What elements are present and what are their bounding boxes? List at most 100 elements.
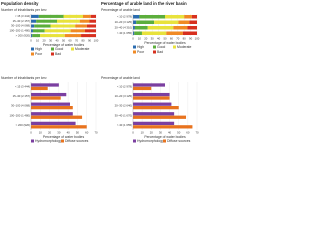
figure: Population density Number of inhabitants … xyxy=(1,1,200,143)
bar-segment xyxy=(34,24,51,28)
x-tick-label: 0 xyxy=(30,131,32,135)
bar-segment xyxy=(89,19,96,23)
y-axis-label: Percentage of arable land xyxy=(101,8,140,12)
legend-label: Good xyxy=(55,47,63,51)
bar-segment xyxy=(182,31,197,36)
legend-swatch xyxy=(163,139,166,143)
legend-swatch xyxy=(61,139,64,143)
x-tick-label: 30 xyxy=(57,131,61,135)
x-tick-label: 50 xyxy=(76,131,80,135)
x-tick-label: 90 xyxy=(189,37,193,41)
y-tick-label: 15–30 (2 157) xyxy=(13,94,30,98)
legend-swatch xyxy=(153,45,156,49)
bar-segment xyxy=(84,29,96,33)
legend-swatch xyxy=(51,52,54,56)
bar xyxy=(133,125,193,129)
y-tick-label: > 200 (920) xyxy=(16,123,30,127)
x-tick-label: 40 xyxy=(157,37,161,41)
x-tick-label: 0 xyxy=(132,37,134,41)
y-tick-label: 10–20 (3 125) xyxy=(115,94,132,98)
x-tick-label: 10 xyxy=(138,37,142,41)
x-axis-label: Percentage of water bodies xyxy=(43,135,85,139)
x-tick-label: 30 xyxy=(151,37,155,41)
bar-segment xyxy=(40,34,65,38)
legend-label: Moderate xyxy=(177,45,191,49)
x-tick-label: 40 xyxy=(67,131,71,135)
bar-segment xyxy=(70,29,85,33)
y-tick-label: 20–30 (2 640) xyxy=(115,104,132,108)
bar-segment xyxy=(178,20,190,25)
bar-segment xyxy=(173,25,188,30)
legend-swatch xyxy=(133,45,136,49)
bar-segment xyxy=(36,19,57,23)
x-tick-label: 100 xyxy=(195,37,200,41)
y-tick-label: > 200 (920) xyxy=(16,33,30,37)
legend-swatch xyxy=(31,52,34,56)
bar-segment xyxy=(189,20,197,25)
x-tick-label: 0 xyxy=(30,39,32,43)
y-tick-label: 30–100 (4 068) xyxy=(11,24,30,28)
bar xyxy=(133,102,172,106)
y-tick-label: 10–20 (3 125) xyxy=(115,20,132,24)
bar xyxy=(31,115,83,119)
x-tick-label: 50 xyxy=(177,131,181,135)
bar-segment xyxy=(38,14,64,18)
bar xyxy=(31,125,87,129)
bar-segment xyxy=(133,20,137,25)
bar xyxy=(31,83,59,87)
legend-label: Moderate xyxy=(75,47,89,51)
x-tick-label: 80 xyxy=(183,37,187,41)
bar-segment xyxy=(166,31,183,36)
bar-segment xyxy=(133,31,135,36)
x-tick-label: 100 xyxy=(94,39,99,43)
bar xyxy=(31,86,48,91)
x-tick-label: 60 xyxy=(85,131,89,135)
y-tick-label: 100–200 (1 480) xyxy=(9,113,30,117)
x-tick-label: 90 xyxy=(88,39,92,43)
bar xyxy=(133,112,175,116)
bar xyxy=(31,102,70,106)
x-tick-label: 10 xyxy=(141,131,145,135)
x-tick-label: 70 xyxy=(195,131,199,135)
x-tick-label: 80 xyxy=(81,39,85,43)
bar-segment xyxy=(147,25,174,30)
legend-swatch xyxy=(153,50,156,54)
y-axis-label: Number of inhabitants per km² xyxy=(1,8,47,12)
x-axis-label: Percentage of water bodies xyxy=(43,43,85,47)
bar-segment xyxy=(154,20,179,25)
bar-segment xyxy=(141,31,167,36)
legend-label: Diffuse sources xyxy=(65,139,89,143)
bar xyxy=(133,115,187,119)
bar-segment xyxy=(50,24,76,28)
legend-label: Diffuse sources xyxy=(167,139,191,143)
bar-segment xyxy=(44,29,71,33)
y-tick-label: < 10 (2 978) xyxy=(117,14,132,18)
y-tick-label: 100–200 (1 480) xyxy=(9,29,30,33)
bar xyxy=(31,92,67,97)
x-tick-label: 20 xyxy=(150,131,154,135)
bar xyxy=(31,106,73,110)
x-tick-label: 70 xyxy=(94,131,98,135)
legend-label: Poor xyxy=(137,50,145,54)
y-tick-label: < 15 (3 444) xyxy=(15,14,30,18)
legend-label: Poor xyxy=(35,52,43,56)
bar xyxy=(31,121,76,126)
x-tick-label: 30 xyxy=(159,131,163,135)
legend-swatch xyxy=(173,45,176,49)
bar xyxy=(133,86,152,91)
bar-segment xyxy=(79,19,90,23)
legend-label: High xyxy=(35,47,42,51)
y-tick-label: > 40 (1 655) xyxy=(117,123,132,127)
x-tick-label: 40 xyxy=(168,131,172,135)
y-axis-label: Percentage of arable land xyxy=(101,76,140,80)
y-tick-label: > 40 (1 655) xyxy=(117,31,132,35)
bar-segment xyxy=(191,14,197,19)
bar-segment xyxy=(64,34,82,38)
y-tick-label: 30–40 (1 670) xyxy=(115,113,132,117)
x-tick-label: 0 xyxy=(132,131,134,135)
legend-label: High xyxy=(137,45,144,49)
legend-swatch xyxy=(133,139,136,143)
x-tick-label: 20 xyxy=(144,37,148,41)
bar xyxy=(133,96,170,100)
bar-segment xyxy=(32,29,45,33)
